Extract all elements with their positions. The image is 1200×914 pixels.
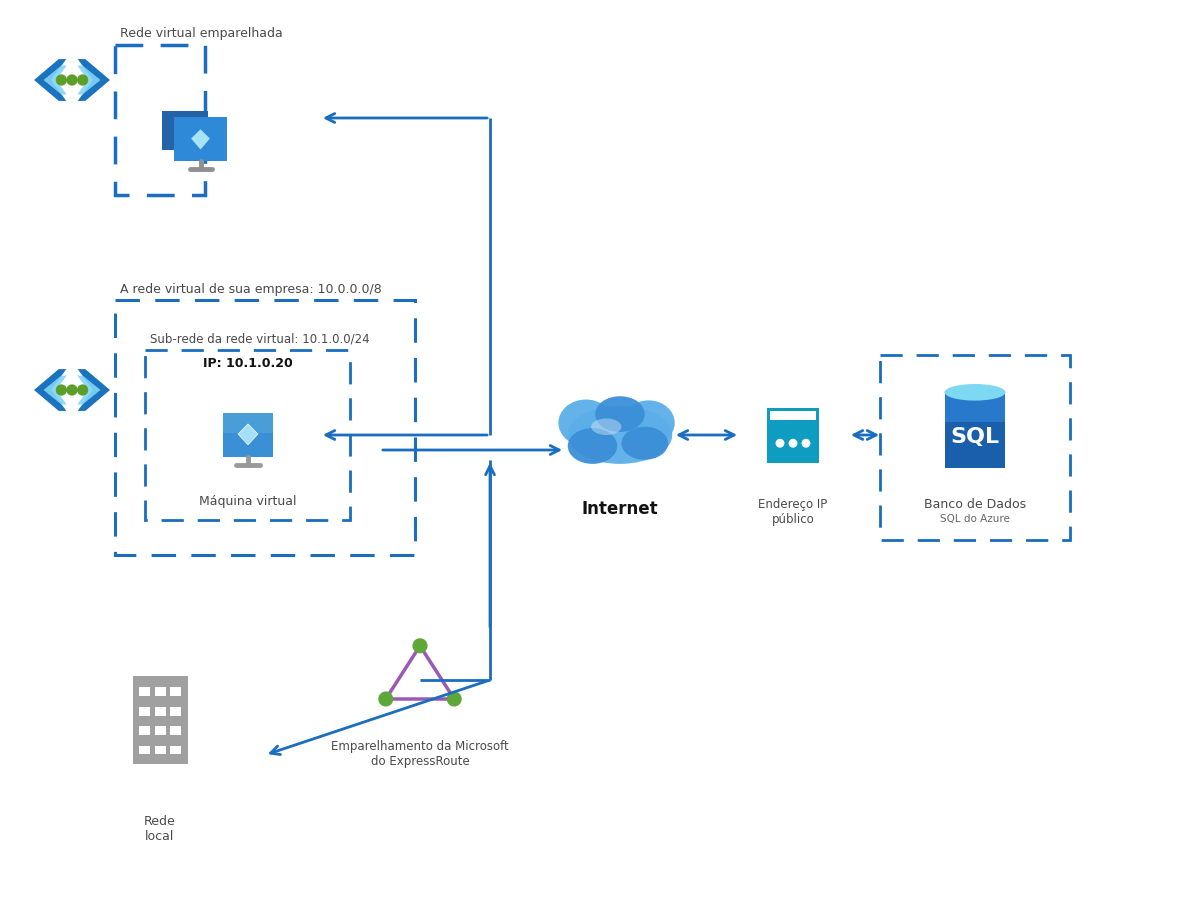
Text: SQL do Azure: SQL do Azure [940,514,1010,524]
Ellipse shape [592,419,622,435]
FancyBboxPatch shape [162,111,209,151]
Text: A rede virtual de sua empresa: 10.0.0.0/8: A rede virtual de sua empresa: 10.0.0.0/… [120,283,382,296]
Bar [145,350,350,520]
Text: Endereço IP
público: Endereço IP público [758,498,828,526]
Polygon shape [191,129,210,150]
Polygon shape [43,66,67,94]
Ellipse shape [568,428,617,464]
Circle shape [379,692,392,706]
Text: Internet: Internet [582,500,659,518]
Circle shape [56,75,66,85]
FancyBboxPatch shape [767,408,820,462]
FancyBboxPatch shape [155,726,166,735]
Polygon shape [34,59,66,101]
Polygon shape [78,59,110,101]
Circle shape [78,385,88,395]
FancyBboxPatch shape [155,746,166,754]
FancyBboxPatch shape [170,726,181,735]
Circle shape [67,75,77,85]
FancyBboxPatch shape [170,746,181,754]
Polygon shape [238,424,258,445]
FancyBboxPatch shape [139,707,150,716]
FancyBboxPatch shape [132,676,187,764]
Text: Máquina virtual: Máquina virtual [199,495,296,508]
Ellipse shape [944,384,1006,400]
Text: Rede
local: Rede local [144,815,176,843]
Polygon shape [34,369,66,411]
Text: Sub-rede da rede virtual: 10.1.0.0/24: Sub-rede da rede virtual: 10.1.0.0/24 [150,333,370,346]
FancyBboxPatch shape [155,707,166,716]
FancyBboxPatch shape [139,726,150,735]
Ellipse shape [558,399,613,446]
FancyBboxPatch shape [155,687,166,696]
FancyBboxPatch shape [944,392,1006,422]
FancyBboxPatch shape [170,687,181,696]
Circle shape [790,440,797,447]
Polygon shape [77,376,101,404]
Polygon shape [78,369,110,411]
FancyBboxPatch shape [174,117,227,162]
Ellipse shape [623,400,674,445]
Circle shape [56,385,66,395]
FancyBboxPatch shape [770,411,816,420]
Circle shape [448,692,461,706]
Circle shape [413,639,427,653]
Polygon shape [77,66,101,94]
Circle shape [803,440,810,447]
Polygon shape [178,122,192,139]
Bar [880,355,1070,540]
Ellipse shape [568,406,672,464]
Ellipse shape [622,427,668,460]
Polygon shape [43,376,67,404]
Circle shape [78,75,88,85]
Ellipse shape [595,397,644,432]
FancyBboxPatch shape [170,707,181,716]
Text: IP: 10.1.0.20: IP: 10.1.0.20 [203,357,293,370]
Bar [115,300,415,555]
Text: Rede virtual emparelhada: Rede virtual emparelhada [120,27,283,40]
FancyBboxPatch shape [139,746,150,754]
FancyBboxPatch shape [139,687,150,696]
Text: Banco de Dados: Banco de Dados [924,498,1026,511]
FancyBboxPatch shape [944,392,1006,468]
FancyBboxPatch shape [223,413,272,433]
FancyBboxPatch shape [223,413,272,457]
Text: Emparelhamento da Microsoft
do ExpressRoute: Emparelhamento da Microsoft do ExpressRo… [331,740,509,768]
Bar [115,45,205,195]
Circle shape [776,440,784,447]
Circle shape [67,385,77,395]
Text: SQL: SQL [950,427,1000,447]
